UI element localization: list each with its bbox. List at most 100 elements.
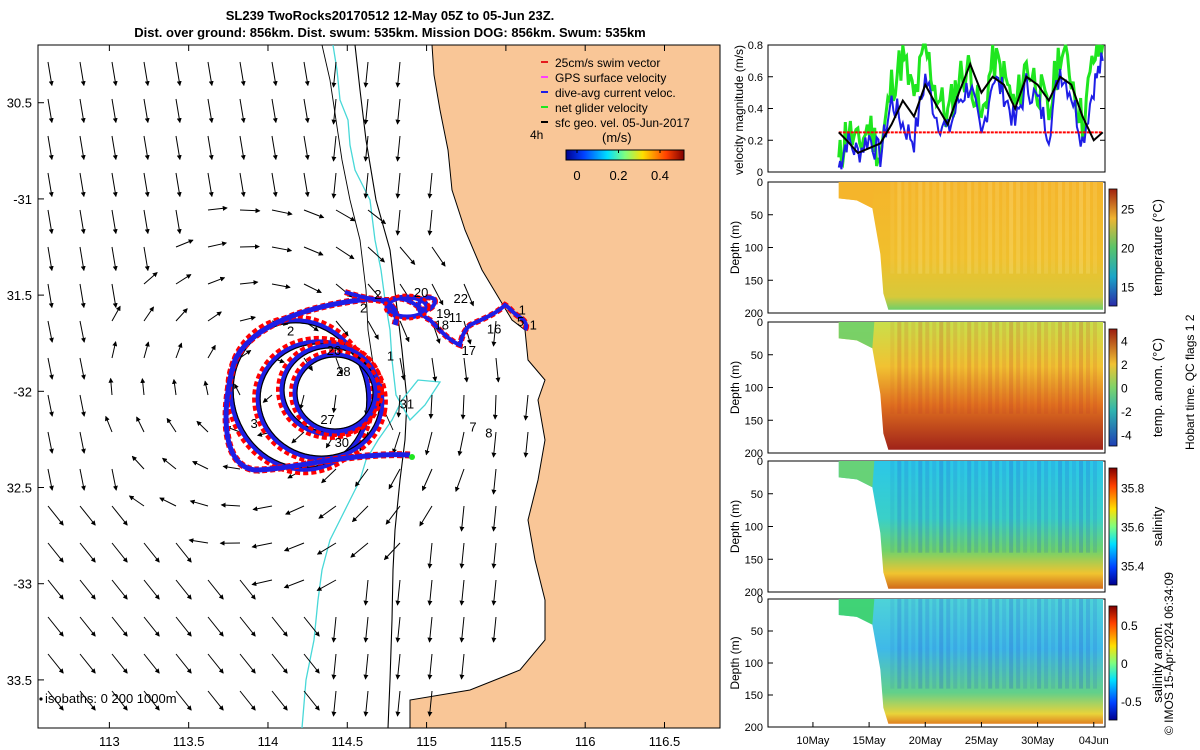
day-label: 5 (517, 314, 524, 329)
section-colorbar-label: temperature (°C) (1150, 199, 1165, 296)
velocity-arrow (159, 497, 177, 507)
velocity-arrow (79, 505, 96, 526)
velocity-arrow (143, 172, 150, 198)
section-streak (897, 599, 902, 689)
section-streak (1051, 599, 1056, 689)
section-streak (897, 182, 902, 274)
velocity-arrow (79, 98, 86, 124)
day-label: 3 (251, 416, 258, 431)
colorbar-tick-label: -0.5 (1121, 695, 1142, 709)
velocity-arrow (396, 394, 402, 418)
section-streak (988, 599, 993, 689)
velocity-arrow (351, 505, 369, 523)
velocity-arrow (271, 61, 278, 87)
section-streak (1009, 182, 1014, 274)
velocity-arrow (271, 283, 291, 290)
velocity-arrow (111, 305, 121, 322)
section-streak (1023, 182, 1028, 274)
map-x-tick-label: 114.5 (331, 734, 363, 749)
section-streak (967, 599, 972, 689)
map-x-tick-label: 116 (575, 734, 596, 749)
track-ne-loop (384, 294, 430, 320)
day-label: 19 (436, 306, 450, 321)
section-shallow-fill (838, 322, 875, 349)
section-streak (960, 599, 965, 689)
velocity-arrow (79, 61, 86, 87)
section-streak (890, 322, 895, 414)
section-streak (1016, 182, 1021, 274)
velocity-arrow (299, 394, 305, 410)
day-label: 27 (320, 412, 334, 427)
velocity-arrow (207, 276, 226, 285)
day-label: 22 (454, 291, 468, 306)
velocity-arrow (175, 274, 192, 285)
velocity-arrow (196, 420, 209, 433)
colorbar-tick-label: 20 (1121, 242, 1135, 256)
velocity-arrow (431, 246, 446, 267)
map-y-tick-label: -31 (13, 192, 32, 207)
section-streak (932, 461, 937, 553)
colorbar-tick-label: 0 (1121, 657, 1128, 671)
velocity-arrow (271, 172, 278, 198)
velocity-arrow (303, 209, 325, 219)
velocity-arrow (419, 505, 433, 527)
section-y-tick-label: 0 (757, 177, 763, 189)
velocity-arrow (523, 431, 529, 458)
section-streak (1009, 322, 1014, 414)
section-streak (1037, 322, 1042, 414)
velocity-arrow (79, 431, 86, 454)
velocity-arrow (175, 579, 192, 600)
section-streak (911, 599, 916, 689)
section-streak (1093, 322, 1098, 414)
velocity-arrow (491, 579, 497, 606)
velocity-arrow (105, 415, 113, 433)
land-mass (409, 45, 720, 728)
section-y-tick-label: 100 (745, 522, 763, 534)
isobath-1000m (301, 45, 442, 728)
section-streak (1002, 599, 1007, 689)
section-streak (925, 461, 930, 553)
velocity-arrow (47, 135, 54, 161)
section-streak (890, 599, 895, 689)
velocity-arrow (207, 98, 214, 124)
section-y-tick-label: 200 (745, 587, 763, 599)
section-y-tick-label: 100 (745, 243, 763, 255)
velocity-arrow (399, 357, 406, 381)
velocity-arrow (175, 209, 182, 235)
section-panel-san: 0 50 100 150 200 Depth (m) 0.5 0 -0.5 salinity an… (728, 594, 1165, 734)
legend-item: sfc geo. vel. 05-Jun-2017 (555, 116, 690, 130)
section-y-tick-label: 200 (745, 448, 763, 460)
velocity-arrow (175, 653, 192, 674)
velocity-arrow (395, 653, 401, 680)
velocity-arrow (175, 342, 183, 359)
velocity-series-line (838, 61, 1104, 155)
velocity-y-tick-label: 0.6 (748, 72, 763, 84)
colorbar-tick-label: -2 (1121, 405, 1132, 419)
velocity-arrow (271, 246, 293, 253)
velocity-arrow (331, 653, 337, 680)
velocity-arrow (207, 653, 224, 674)
velocity-arrow (316, 542, 337, 555)
velocity-series-line (837, 52, 1104, 170)
velocity-arrow (363, 61, 369, 88)
section-y-tick-label: 100 (745, 383, 763, 395)
velocity-arrow (392, 431, 401, 454)
velocity-arrow (491, 468, 497, 495)
velocity-arrow (303, 283, 322, 293)
velocity-arrow (143, 246, 150, 272)
velocity-arrow (192, 461, 209, 470)
section-streak (946, 182, 951, 274)
section-y-tick-label: 200 (745, 308, 763, 320)
velocity-arrow (111, 542, 128, 563)
velocity-arrow (492, 394, 498, 420)
section-streak (1065, 322, 1070, 414)
velocity-arrow (271, 616, 288, 637)
velocity-arrow (454, 468, 465, 493)
velocity-arrow (207, 690, 224, 711)
map-y-tick-label: 32.5 (7, 481, 32, 496)
section-fill (838, 461, 1103, 589)
velocity-arrow (354, 468, 369, 487)
